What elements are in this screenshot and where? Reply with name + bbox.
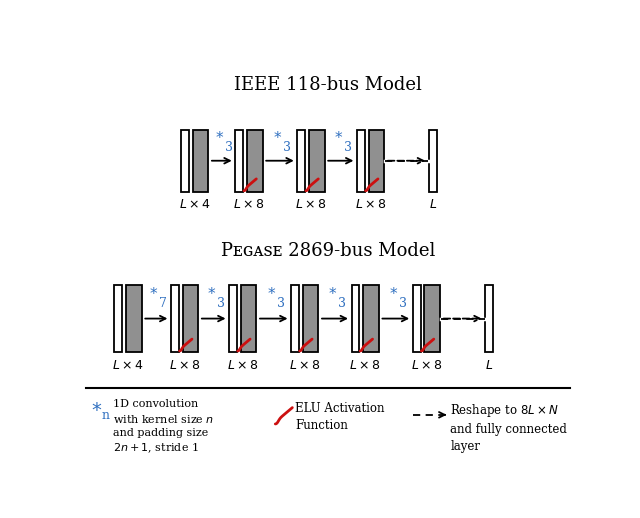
- Text: Reshape to $8L\times N$
and fully connected
layer: Reshape to $8L\times N$ and fully connec…: [451, 402, 567, 453]
- Text: $*$: $*$: [215, 131, 224, 145]
- Bar: [247, 130, 262, 192]
- Bar: [364, 285, 379, 352]
- Text: $*$: $*$: [273, 131, 282, 145]
- Text: $*$: $*$: [328, 286, 337, 300]
- Bar: [485, 285, 493, 352]
- Text: 3: 3: [399, 297, 407, 310]
- Text: 3: 3: [344, 141, 352, 154]
- Text: 1D convolution
with kernel size $n$
and padding size
$2n+1$, stride 1: 1D convolution with kernel size $n$ and …: [113, 399, 214, 455]
- Text: $L\times 8$: $L\times 8$: [227, 358, 259, 371]
- Bar: [126, 285, 141, 352]
- Text: $L$: $L$: [429, 198, 436, 211]
- Text: 3: 3: [338, 297, 346, 310]
- Text: 3: 3: [217, 297, 225, 310]
- Text: $L\times 8$: $L\times 8$: [411, 358, 442, 371]
- Text: $L\times 8$: $L\times 8$: [289, 358, 321, 371]
- Text: $*$: $*$: [149, 286, 159, 300]
- Text: $L\times 8$: $L\times 8$: [233, 198, 265, 211]
- Text: ELU Activation
Function: ELU Activation Function: [296, 402, 385, 431]
- Bar: [309, 130, 324, 192]
- Text: $L$: $L$: [485, 358, 493, 371]
- Text: $*$: $*$: [92, 400, 102, 418]
- Bar: [115, 285, 122, 352]
- Text: IEEE 118-bus Model: IEEE 118-bus Model: [234, 76, 422, 94]
- Text: 7: 7: [159, 297, 167, 310]
- Text: $L\times 4$: $L\times 4$: [179, 198, 211, 211]
- Text: 3: 3: [277, 297, 285, 310]
- Text: $L\times 4$: $L\times 4$: [112, 358, 144, 371]
- Text: $L\times 8$: $L\times 8$: [349, 358, 381, 371]
- Text: n: n: [102, 409, 109, 423]
- Bar: [303, 285, 318, 352]
- Bar: [424, 285, 440, 352]
- Bar: [229, 285, 237, 352]
- Bar: [351, 285, 360, 352]
- Text: $*$: $*$: [389, 286, 398, 300]
- Bar: [236, 130, 243, 192]
- Bar: [182, 285, 198, 352]
- Text: $L\times 8$: $L\times 8$: [355, 198, 387, 211]
- Bar: [298, 130, 305, 192]
- Text: $L\times 8$: $L\times 8$: [169, 358, 200, 371]
- Text: $*$: $*$: [267, 286, 276, 300]
- Text: $*$: $*$: [334, 131, 343, 145]
- Bar: [369, 130, 384, 192]
- Bar: [171, 285, 179, 352]
- Text: Pᴇɢᴀsᴇ 2869-bus Model: Pᴇɢᴀsᴇ 2869-bus Model: [221, 241, 435, 260]
- Bar: [413, 285, 420, 352]
- Bar: [241, 285, 256, 352]
- Text: $*$: $*$: [207, 286, 216, 300]
- Bar: [291, 285, 299, 352]
- Bar: [429, 130, 436, 192]
- Bar: [357, 130, 365, 192]
- Text: $L\times 8$: $L\times 8$: [295, 198, 326, 211]
- Bar: [193, 130, 208, 192]
- Text: 3: 3: [283, 141, 291, 154]
- Text: 3: 3: [225, 141, 233, 154]
- Bar: [181, 130, 189, 192]
